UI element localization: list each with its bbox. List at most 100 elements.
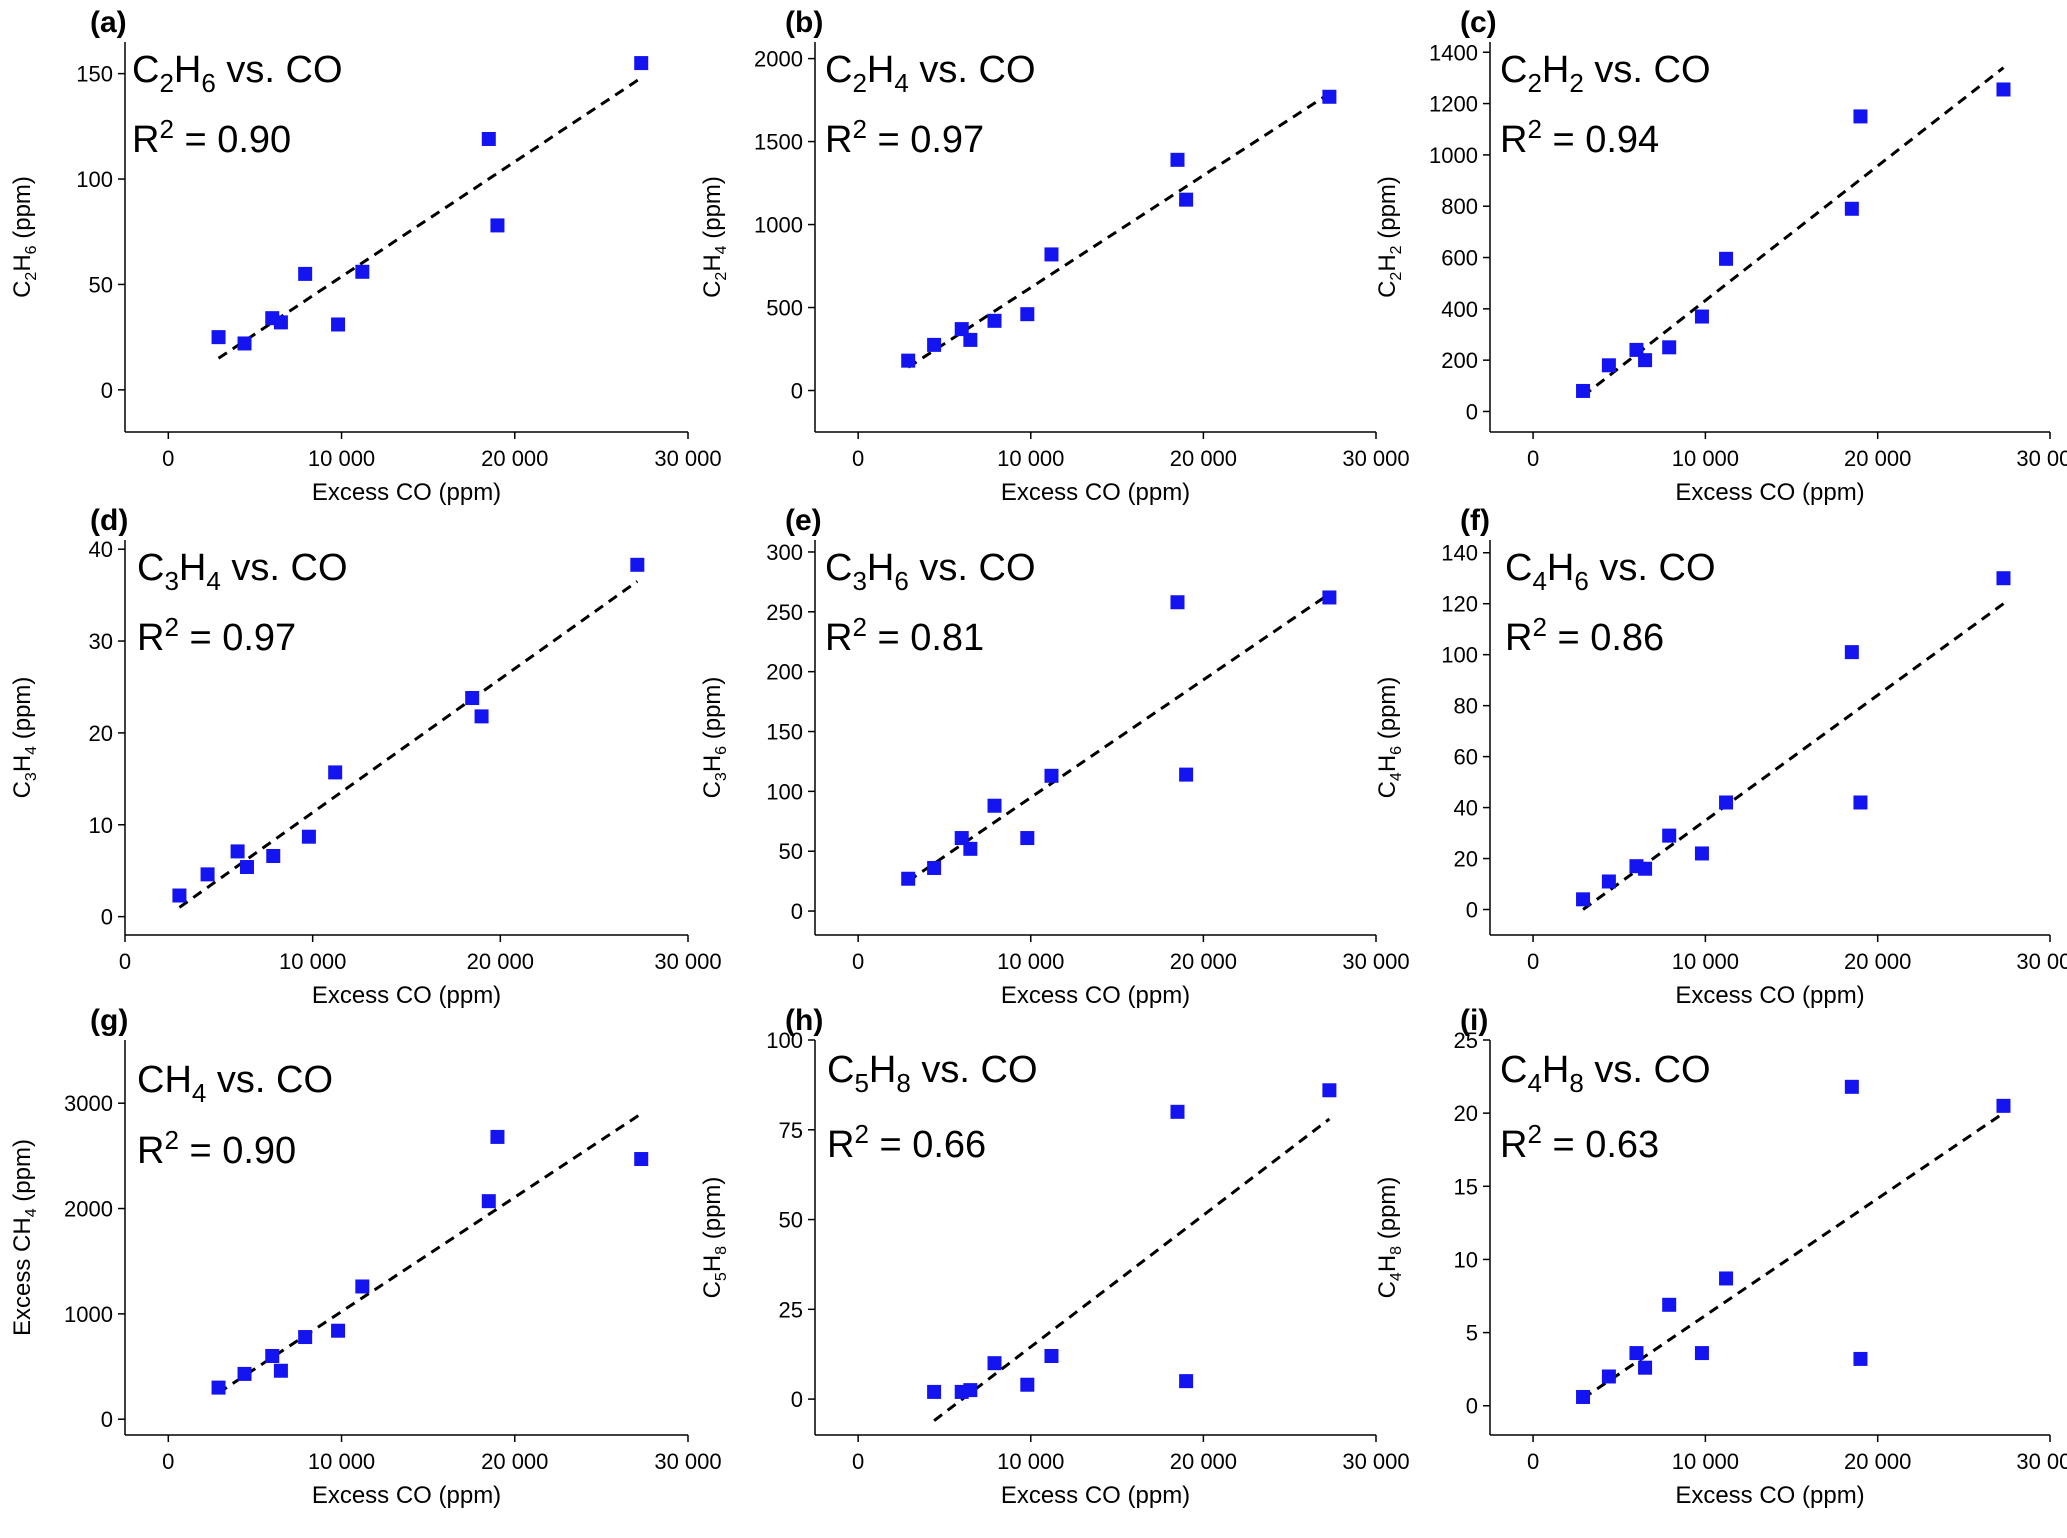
panel-title: C4H8 vs. CO (1500, 1049, 1711, 1098)
y-tick-label: 150 (76, 62, 113, 87)
data-point (1719, 795, 1734, 810)
data-point (1601, 1369, 1616, 1384)
x-tick-label: 30 000 (1342, 446, 1409, 471)
x-tick-label: 30 000 (1342, 1449, 1409, 1474)
data-point (901, 353, 916, 368)
data-point (1044, 768, 1059, 783)
y-tick-label: 1000 (754, 213, 803, 238)
x-tick-label: 30 000 (654, 949, 721, 974)
y-tick-label: 15 (1454, 1174, 1478, 1199)
y-tick-label: 0 (1466, 898, 1478, 923)
r-squared-label: R2 = 0.94 (1500, 114, 1659, 161)
x-tick-label: 20 000 (1844, 446, 1911, 471)
y-tick-label: 500 (766, 296, 803, 321)
x-tick-label: 20 000 (1844, 1449, 1911, 1474)
panel-title: C3H6 vs. CO (825, 547, 1036, 596)
data-point (298, 1330, 313, 1345)
data-point (634, 1152, 649, 1167)
y-tick-label: 20 (1454, 1101, 1478, 1126)
x-tick-label: 20 000 (1170, 446, 1237, 471)
x-tick-label: 10 000 (308, 446, 375, 471)
y-tick-label: 2000 (754, 47, 803, 72)
y-tick-label: 300 (766, 540, 803, 565)
data-point (237, 1366, 252, 1381)
y-axis-label: C4H6 (ppm) (1374, 677, 1405, 799)
data-point (211, 330, 226, 345)
data-point (1020, 831, 1035, 846)
y-tick-label: 0 (1466, 1394, 1478, 1419)
y-tick-label: 0 (791, 379, 803, 404)
panel-title: C2H6 vs. CO (132, 49, 343, 98)
data-point (1662, 828, 1677, 843)
data-point (1629, 1346, 1644, 1361)
panel-title: C5H8 vs. CO (827, 1049, 1038, 1098)
data-point (1170, 152, 1185, 167)
x-axis-label: Excess CO (ppm) (312, 982, 501, 1009)
y-axis-label: C2H6 (ppm) (9, 176, 40, 298)
x-tick-label: 20 000 (1170, 949, 1237, 974)
data-point (1179, 192, 1194, 207)
y-tick-label: 1000 (1429, 143, 1478, 168)
data-point (987, 313, 1002, 328)
r-squared-label: R2 = 0.90 (137, 1125, 296, 1172)
y-tick-label: 40 (89, 537, 113, 562)
data-point (987, 1356, 1002, 1371)
data-point (298, 266, 313, 281)
data-point (927, 1384, 942, 1399)
panel-letter: (f) (1460, 504, 1490, 537)
y-tick-label: 1500 (754, 130, 803, 155)
data-point (331, 317, 346, 332)
y-tick-label: 120 (1441, 592, 1478, 617)
data-point (1322, 590, 1337, 605)
y-tick-label: 100 (76, 167, 113, 192)
x-tick-label: 20 000 (1170, 1449, 1237, 1474)
x-tick-label: 0 (1527, 949, 1539, 974)
y-tick-label: 1200 (1429, 92, 1478, 117)
y-tick-label: 0 (791, 899, 803, 924)
x-tick-label: 30 000 (654, 446, 721, 471)
x-tick-label: 0 (1527, 1449, 1539, 1474)
r-squared-label: R2 = 0.97 (825, 114, 984, 161)
x-tick-label: 0 (162, 446, 174, 471)
y-axis-label: C3H4 (ppm) (9, 677, 40, 799)
data-point (1853, 795, 1868, 810)
data-point (328, 765, 343, 780)
data-point (1576, 892, 1591, 907)
data-point (1638, 861, 1653, 876)
x-tick-label: 10 000 (997, 1449, 1064, 1474)
y-tick-label: 40 (1454, 796, 1478, 821)
data-point (200, 867, 215, 882)
data-point (630, 557, 645, 572)
data-point (1170, 1104, 1185, 1119)
y-tick-label: 100 (766, 1028, 803, 1053)
y-axis-label: C5H8 (ppm) (699, 1177, 730, 1299)
data-point (901, 871, 916, 886)
y-tick-label: 200 (1441, 348, 1478, 373)
x-axis-label: Excess CO (ppm) (312, 1482, 501, 1509)
x-tick-label: 10 000 (1672, 446, 1739, 471)
x-tick-label: 0 (162, 1449, 174, 1474)
y-tick-label: 5 (1466, 1321, 1478, 1346)
data-point (1662, 340, 1677, 355)
x-axis-label: Excess CO (ppm) (1001, 479, 1190, 506)
data-point (1170, 595, 1185, 610)
y-axis-label: Excess CH4 (ppm) (9, 1139, 40, 1336)
x-axis-label: Excess CO (ppm) (1001, 982, 1190, 1009)
y-tick-label: 20 (89, 721, 113, 746)
x-tick-label: 10 000 (1672, 1449, 1739, 1474)
data-point (634, 56, 649, 71)
x-tick-label: 30 000 (2016, 446, 2067, 471)
data-point (211, 1380, 226, 1395)
x-tick-label: 10 000 (997, 446, 1064, 471)
y-tick-label: 1400 (1429, 40, 1478, 65)
r-squared-label: R2 = 0.63 (1500, 1119, 1659, 1166)
data-point (1996, 82, 2011, 97)
y-tick-label: 200 (766, 660, 803, 685)
r-squared-label: R2 = 0.81 (825, 612, 984, 659)
data-point (1844, 201, 1859, 216)
data-point (481, 131, 496, 146)
panel-title: C2H4 vs. CO (825, 49, 1036, 98)
x-tick-label: 10 000 (997, 949, 1064, 974)
data-point (1020, 307, 1035, 322)
